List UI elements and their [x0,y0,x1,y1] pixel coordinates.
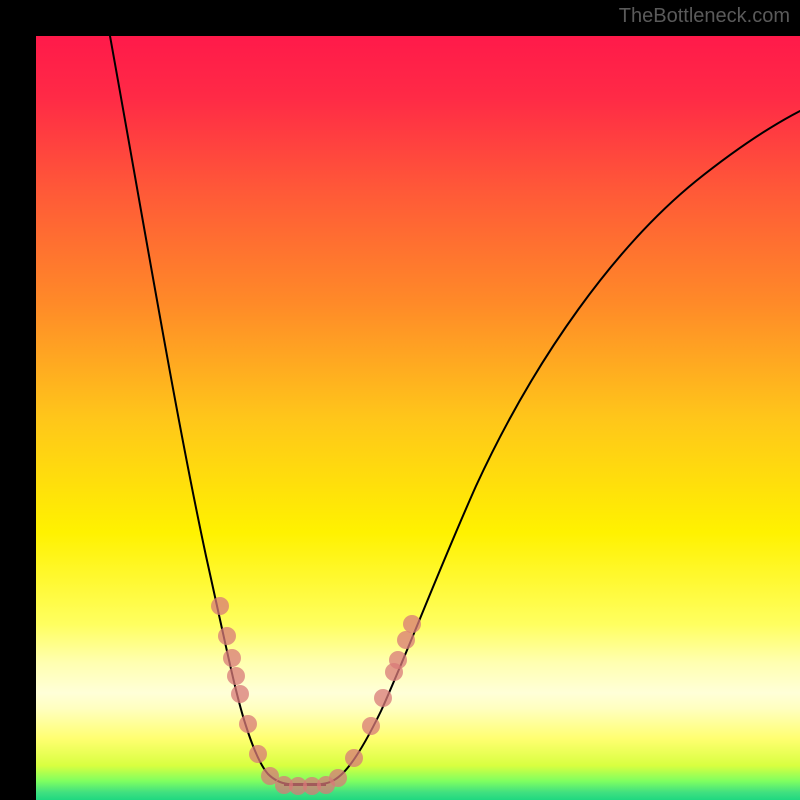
watermark-text: TheBottleneck.com [619,5,790,28]
plot-area [36,36,800,800]
data-markers [211,597,421,795]
curve-overlay [36,36,800,800]
bottleneck-curves [110,36,800,785]
